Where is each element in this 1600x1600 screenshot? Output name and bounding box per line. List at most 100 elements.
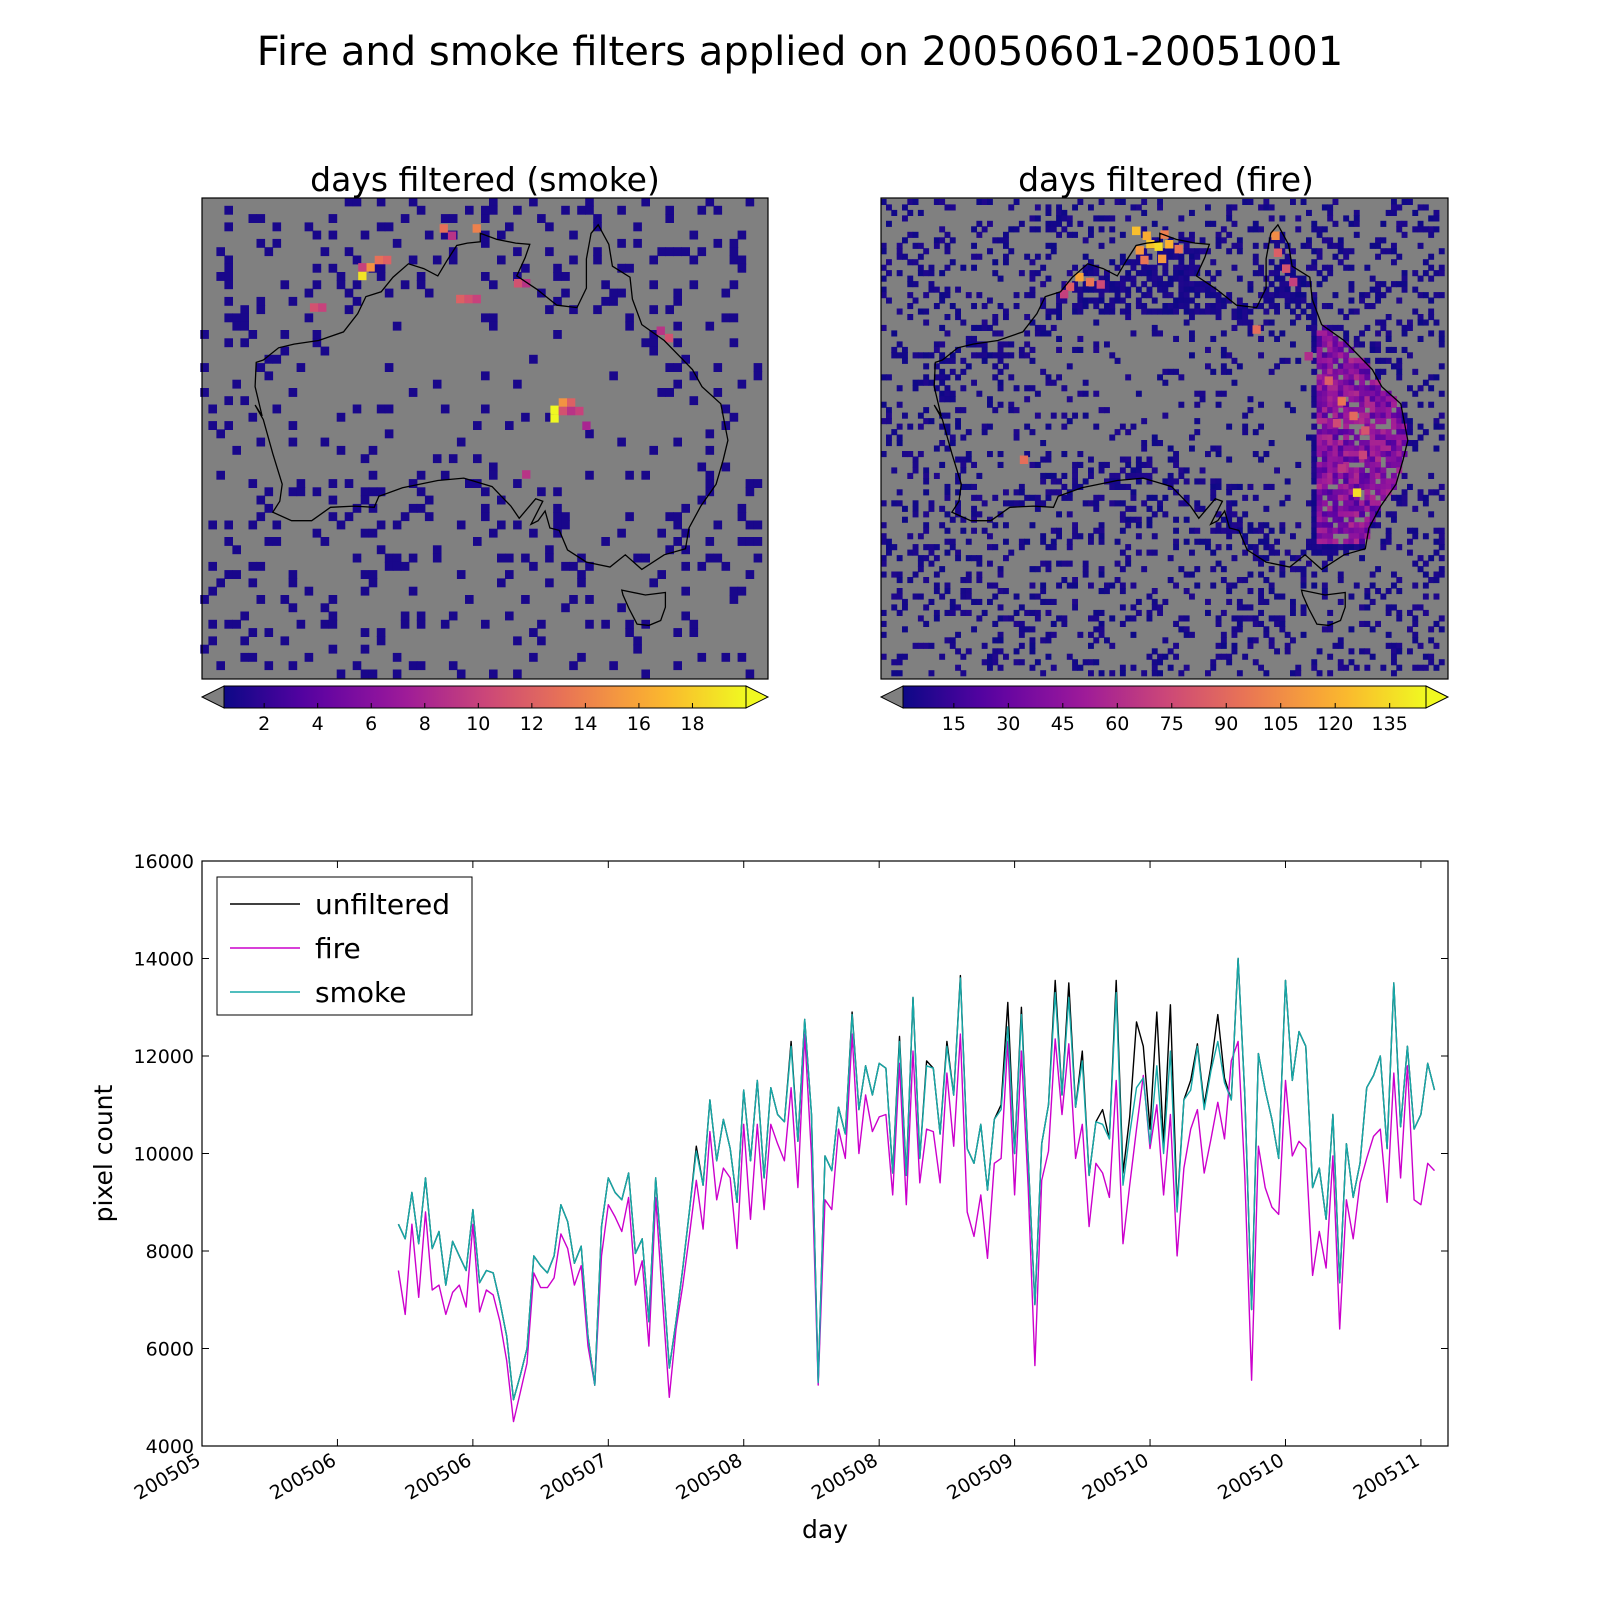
map-cell — [336, 445, 346, 455]
map-cell — [665, 305, 674, 315]
map-cell — [224, 272, 233, 281]
map-cell — [1088, 456, 1094, 463]
map-cell — [971, 324, 977, 331]
map-cell — [1412, 615, 1419, 622]
map-cell — [917, 379, 924, 386]
map-cell — [1311, 571, 1318, 578]
map-cell — [902, 357, 908, 364]
map-cell — [1369, 440, 1376, 447]
map-cell — [1082, 500, 1089, 507]
map-cell — [886, 434, 892, 441]
map-cell — [1407, 423, 1413, 430]
map-cell — [923, 319, 930, 326]
map-cell — [1295, 664, 1302, 671]
map-cell — [1274, 275, 1280, 282]
map-cell — [1061, 215, 1068, 222]
map-cell — [368, 470, 378, 480]
map-cell — [1433, 445, 1440, 452]
map-cell — [1189, 308, 1195, 315]
map-cell — [1343, 390, 1350, 397]
map-cell — [1295, 314, 1302, 321]
map-cell — [1008, 374, 1015, 381]
map-cell — [1407, 527, 1413, 534]
map-cell — [1385, 538, 1392, 545]
map-cell — [673, 379, 682, 389]
map-cell — [939, 198, 946, 205]
map-cell — [1215, 231, 1222, 238]
map-cell — [384, 363, 394, 372]
map-cell — [1141, 308, 1148, 315]
map-cell — [1375, 281, 1381, 288]
map-cell — [912, 500, 919, 507]
map-cell — [264, 487, 274, 497]
map-cell — [1029, 494, 1036, 501]
map-cell — [1199, 505, 1206, 512]
map-cell — [1135, 549, 1142, 556]
map-cell — [1231, 648, 1238, 655]
map-cell — [1189, 297, 1195, 304]
map-cell — [1316, 549, 1323, 556]
map-cell — [939, 374, 946, 381]
map-cell — [1306, 560, 1312, 567]
map-cell — [1375, 440, 1381, 447]
map-cell — [1024, 253, 1031, 260]
hotspot-cell — [1332, 419, 1342, 428]
map-cell — [1130, 275, 1137, 282]
map-cell — [352, 280, 362, 290]
map-cell — [1093, 609, 1100, 616]
map-cell — [1321, 357, 1328, 364]
map-cell — [633, 238, 642, 248]
map-cell — [1263, 670, 1270, 677]
map-cell — [304, 313, 314, 323]
map-cell — [1050, 489, 1057, 496]
map-cell — [1236, 598, 1243, 605]
smoke-map-title: days filtered (smoke) — [310, 160, 660, 199]
map-cell — [1327, 434, 1334, 441]
map-cell — [1380, 390, 1387, 397]
map-cell — [1231, 314, 1238, 321]
map-cell — [745, 197, 755, 207]
map-cell — [1040, 582, 1047, 589]
map-cell — [1359, 483, 1365, 490]
map-cell — [1407, 538, 1413, 545]
map-cell — [1141, 248, 1148, 255]
map-cell — [955, 423, 961, 430]
map-cell — [997, 631, 1004, 638]
map-cell — [312, 230, 322, 240]
map-cell — [1146, 653, 1153, 660]
map-cell — [697, 561, 707, 571]
map-cell — [997, 615, 1004, 622]
map-cell — [965, 648, 972, 655]
map-cell — [1343, 544, 1350, 551]
map-cell — [408, 503, 418, 513]
map-cell — [1284, 259, 1291, 266]
map-cell — [1093, 270, 1100, 277]
map-cell — [593, 222, 602, 232]
map-cell — [1438, 494, 1445, 501]
map-cell — [1348, 527, 1355, 534]
map-cell — [1295, 461, 1302, 468]
map-cell — [1210, 259, 1217, 266]
map-cell — [1359, 648, 1365, 655]
map-cell — [1311, 445, 1318, 452]
map-cell — [1167, 303, 1174, 310]
map-cell — [697, 247, 707, 257]
map-cell — [1104, 286, 1110, 293]
map-cell — [1151, 670, 1158, 677]
map-cell — [1173, 653, 1179, 660]
map-cell — [256, 296, 266, 306]
y-tick-label: 4000 — [146, 1436, 194, 1458]
map-cell — [1321, 461, 1328, 468]
map-cell — [1385, 527, 1392, 534]
map-cell — [553, 272, 562, 281]
map-cell — [1018, 631, 1025, 638]
map-cell — [965, 538, 972, 545]
map-cell — [1311, 505, 1318, 512]
map-cell — [1226, 598, 1233, 605]
map-cell — [1045, 560, 1052, 567]
map-cell — [1151, 467, 1158, 474]
map-cell — [1125, 516, 1132, 523]
map-cell — [1396, 615, 1403, 622]
map-cell — [1173, 270, 1179, 277]
map-cell — [208, 404, 217, 414]
